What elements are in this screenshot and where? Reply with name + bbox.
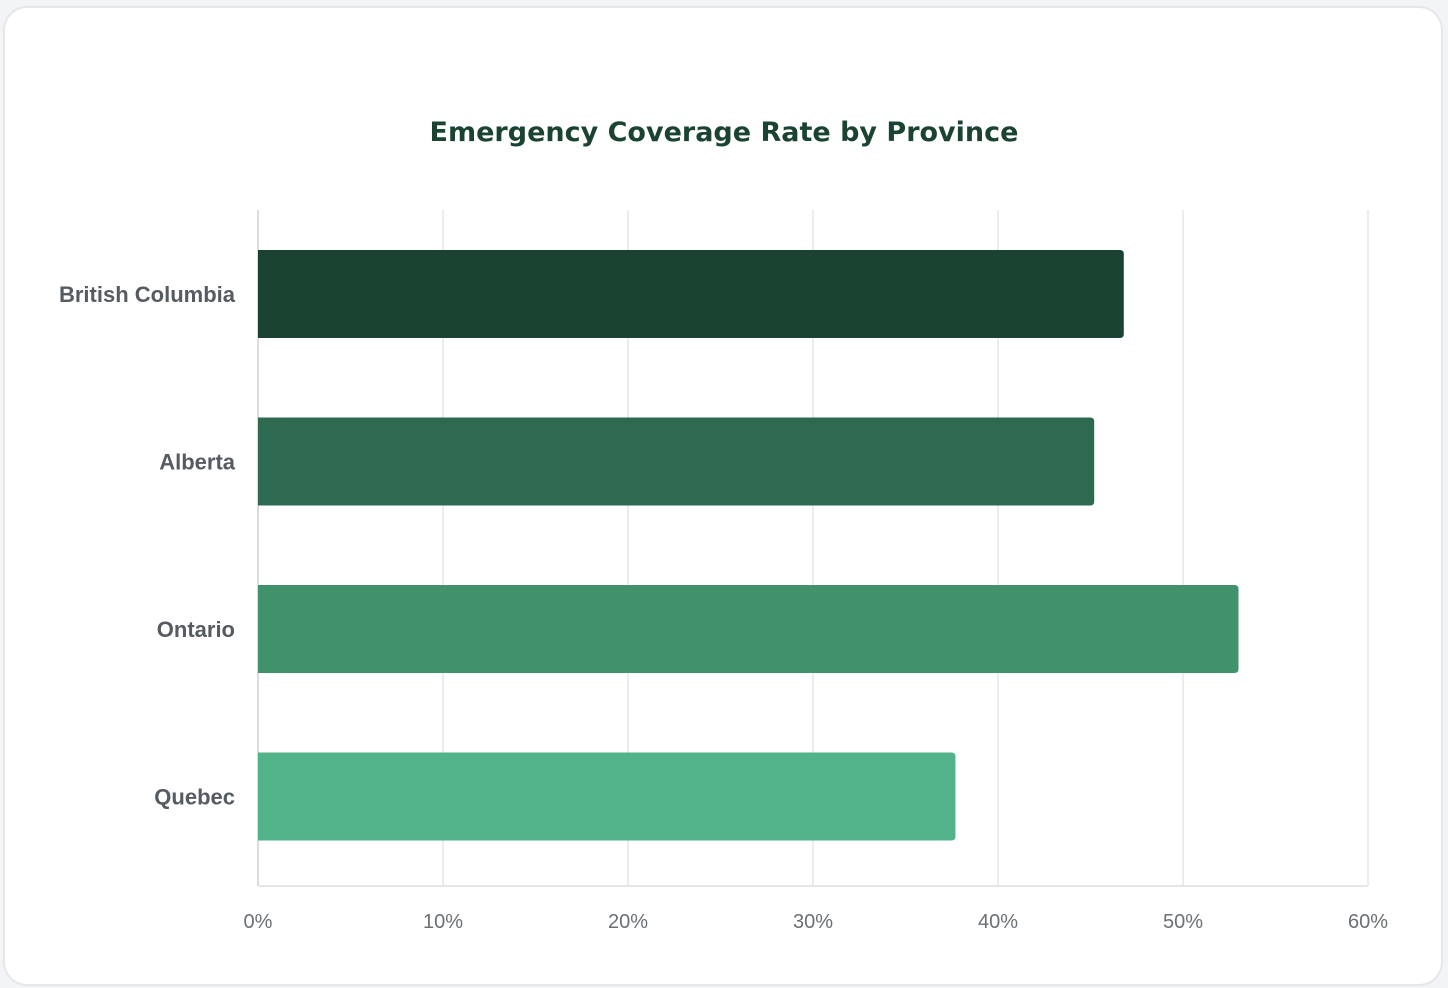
- bar-alberta[interactable]: [258, 417, 1095, 506]
- bar-british-columbia[interactable]: [258, 250, 1124, 338]
- x-tick-label: 40%: [978, 911, 1018, 933]
- category-label: Quebec: [154, 785, 235, 810]
- category-label: British Columbia: [59, 282, 236, 307]
- bar-quebec[interactable]: [258, 752, 956, 841]
- x-tick-label: 30%: [793, 911, 833, 933]
- x-axis-ticks: 0% 10% 20% 30% 40% 50% 60%: [244, 911, 1389, 933]
- x-tick-label: 10%: [423, 911, 463, 933]
- category-label: Alberta: [159, 450, 236, 475]
- category-labels: British Columbia Alberta Ontario Quebec: [59, 282, 236, 810]
- bar-ontario[interactable]: [258, 585, 1239, 673]
- x-tick-label: 50%: [1163, 911, 1203, 933]
- x-tick-label: 0%: [244, 911, 273, 933]
- category-label: Ontario: [157, 617, 235, 642]
- x-tick-label: 60%: [1348, 911, 1388, 933]
- bars: [258, 250, 1239, 841]
- x-tick-label: 20%: [608, 911, 648, 933]
- chart-title: Emergency Coverage Rate by Province: [430, 117, 1019, 148]
